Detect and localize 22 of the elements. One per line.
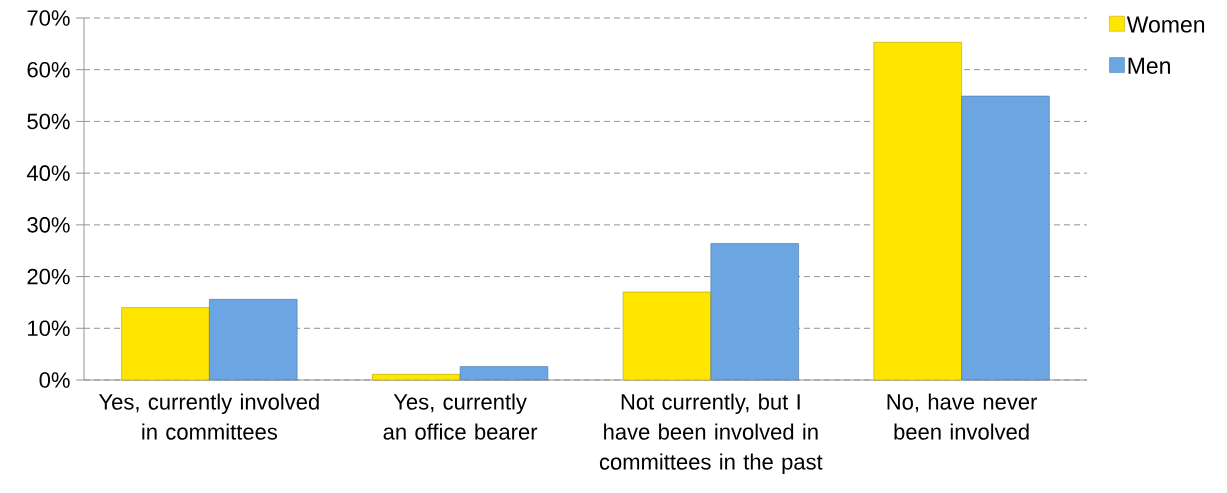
y-tick-label: 70% xyxy=(27,10,70,26)
y-tick-label: 30% xyxy=(27,217,70,233)
y-tick-label: 50% xyxy=(27,113,70,130)
x-tick-label: Yes, currently an office bearer xyxy=(383,393,538,440)
bar xyxy=(209,299,298,381)
y-tick-label: 20% xyxy=(27,268,70,285)
bar xyxy=(372,374,461,381)
y-tick-label: 10% xyxy=(28,320,70,337)
y-tick-label: 40% xyxy=(26,165,70,181)
y-tick-label: 0% xyxy=(39,372,70,388)
bar xyxy=(622,291,712,381)
bar xyxy=(873,42,962,381)
legend-label: Women xyxy=(1126,16,1205,33)
bar xyxy=(961,95,1050,381)
x-tick-label: Yes, currently involved in committees xyxy=(98,393,319,440)
bar xyxy=(710,243,799,381)
x-tick-label: No, have never been involved xyxy=(887,393,1038,440)
y-tick-label: 60% xyxy=(27,61,70,78)
legend-label: Men xyxy=(1128,57,1170,74)
bar xyxy=(121,307,210,381)
bar xyxy=(459,366,549,381)
x-tick-label: Not currently, but I have been involved in committees in the past xyxy=(599,393,823,475)
